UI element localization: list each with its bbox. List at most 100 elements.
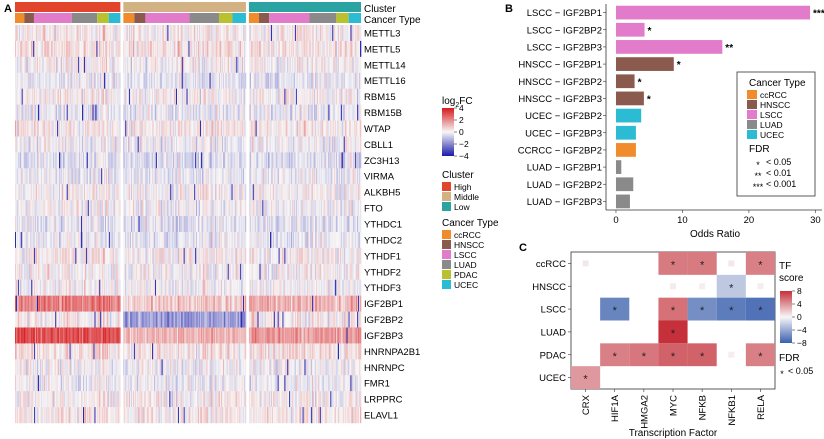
heatmap-cell xyxy=(161,200,163,217)
heatmap-cell xyxy=(89,391,91,408)
heatmap-cell xyxy=(195,391,197,408)
heatmap-cell xyxy=(28,152,30,169)
heatmap-cell xyxy=(143,184,145,201)
heatmap-cell xyxy=(202,231,205,249)
heatmap-cell xyxy=(117,279,119,296)
heatmap-cell xyxy=(125,216,127,233)
heatmap-cell xyxy=(36,25,38,42)
heatmap-cell xyxy=(60,216,62,233)
heatmap-cell xyxy=(198,216,200,233)
heatmap-cell xyxy=(192,295,194,312)
heatmap-cell xyxy=(108,88,111,105)
heatmap-cell xyxy=(32,72,34,89)
heatmap-cell xyxy=(106,25,109,42)
heatmap-cell xyxy=(79,168,81,185)
heatmap-cell xyxy=(119,88,121,105)
heatmap-cell xyxy=(15,216,18,233)
heatmap-cell xyxy=(193,88,195,105)
heatmap-cell xyxy=(28,168,30,185)
heatmap-cell xyxy=(181,407,184,424)
heatmap-cell xyxy=(187,311,189,328)
heatmap-cell xyxy=(86,184,89,201)
heatmap-cell xyxy=(172,231,174,249)
heatmap-cell xyxy=(106,152,109,169)
heatmap-cell xyxy=(71,327,73,344)
heatmap-cell xyxy=(123,279,125,296)
heatmap-cell xyxy=(71,407,73,424)
heatmap-cell xyxy=(36,120,38,137)
heatmap-cell xyxy=(46,72,48,89)
heatmap-cell xyxy=(99,152,101,169)
heatmap-cell xyxy=(152,327,154,344)
heatmap-cell xyxy=(37,120,39,137)
heatmap-cell xyxy=(192,56,194,73)
heatmap-cell xyxy=(101,200,103,217)
heatmap-cell xyxy=(176,327,178,344)
heatmap-cell xyxy=(52,104,54,121)
heatmap-cell xyxy=(48,200,50,217)
heatmap-cell xyxy=(43,88,45,105)
heatmap-cell xyxy=(125,247,127,264)
heatmap-cell xyxy=(17,120,20,137)
heatmap-cell xyxy=(163,231,165,249)
heatmap-cell xyxy=(82,136,84,153)
heatmap-cell xyxy=(21,231,23,249)
heatmap-cell xyxy=(68,152,70,169)
heatmap-cell xyxy=(159,391,162,408)
heatmap-cell xyxy=(196,56,198,73)
heatmap-cell xyxy=(42,343,45,360)
heatmap-cell xyxy=(163,88,165,105)
heatmap-cell xyxy=(77,120,79,137)
heatmap-cell xyxy=(137,152,139,169)
heatmap-cell xyxy=(198,152,200,169)
heatmap-cell xyxy=(102,231,104,249)
heatmap-cell xyxy=(129,295,131,312)
heatmap-cell xyxy=(139,40,141,58)
heatmap-cell xyxy=(30,247,32,264)
heatmap-cell xyxy=(173,311,175,328)
heatmap-cell xyxy=(104,216,106,233)
heatmap-cell xyxy=(69,152,71,169)
heatmap-cell xyxy=(146,104,148,121)
heatmap-cell xyxy=(139,152,141,169)
heatmap-cell xyxy=(190,343,192,360)
heatmap-cell xyxy=(161,279,163,296)
heatmap-cell xyxy=(199,200,201,217)
heatmap-cell xyxy=(51,311,53,328)
heatmap-cell xyxy=(166,263,168,280)
heatmap-cell xyxy=(193,104,195,121)
heatmap-cell xyxy=(125,231,127,249)
heatmap-cell xyxy=(68,40,70,58)
heatmap-cell xyxy=(187,104,189,121)
heatmap-cell xyxy=(167,359,169,376)
heatmap-cell xyxy=(154,136,156,153)
heatmap-cell xyxy=(138,184,140,201)
heatmap-cell xyxy=(141,104,143,121)
heatmap-cell xyxy=(132,25,135,42)
heatmap-cell xyxy=(195,56,197,73)
heatmap-cell xyxy=(55,200,57,217)
heatmap-cell xyxy=(47,136,49,153)
heatmap-cell xyxy=(144,311,146,328)
heatmap-cell xyxy=(119,359,121,376)
heatmap-cell xyxy=(197,295,199,312)
heatmap-cell xyxy=(97,184,99,201)
heatmap-cell xyxy=(98,359,100,376)
heatmap-cell xyxy=(45,375,47,392)
heatmap-cell xyxy=(38,247,41,264)
heatmap-cell xyxy=(194,343,196,360)
heatmap-cell xyxy=(36,231,38,249)
heatmap-cell xyxy=(181,375,184,392)
heatmap-cell xyxy=(154,216,157,233)
heatmap-cell xyxy=(174,343,176,360)
heatmap-cell xyxy=(34,343,36,360)
heatmap-cell xyxy=(67,184,69,201)
heatmap-cell xyxy=(118,72,120,89)
heatmap-cell xyxy=(167,72,169,89)
heatmap-cell xyxy=(170,200,172,217)
heatmap-cell xyxy=(199,88,201,105)
heatmap-cell xyxy=(52,152,54,169)
heatmap-cell xyxy=(45,88,47,105)
heatmap-cell xyxy=(182,25,184,42)
heatmap-cell xyxy=(158,391,161,408)
